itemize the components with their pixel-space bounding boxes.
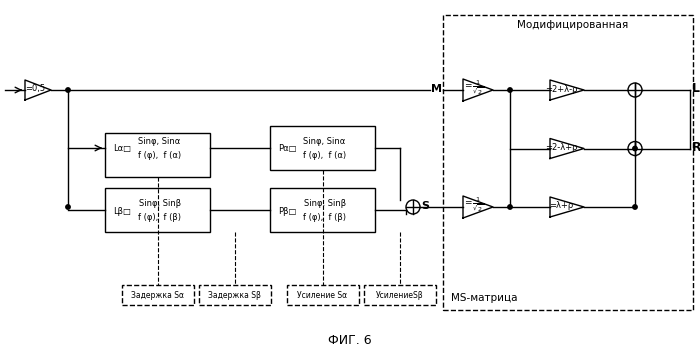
Text: Sinφ, Sinα: Sinφ, Sinα <box>139 137 181 145</box>
Circle shape <box>633 146 637 151</box>
Text: f (φ),  f (β): f (φ), f (β) <box>138 213 181 221</box>
Bar <box>105 188 210 232</box>
Circle shape <box>508 88 512 92</box>
Text: Sinφ, Sinα: Sinφ, Sinα <box>304 137 346 145</box>
Text: f (φ),  f (α): f (φ), f (α) <box>138 150 181 160</box>
Text: УсилениеSβ: УсилениеSβ <box>376 291 424 299</box>
Text: ФИГ. 6: ФИГ. 6 <box>328 334 372 347</box>
Circle shape <box>66 205 70 209</box>
Bar <box>105 133 210 177</box>
Text: Усиление Sα: Усиление Sα <box>298 291 348 299</box>
Circle shape <box>508 205 512 209</box>
Text: MS-матрица: MS-матрица <box>451 293 517 303</box>
Text: Lβ□: Lβ□ <box>113 207 131 215</box>
Text: Sinφ, Sinβ: Sinφ, Sinβ <box>139 198 181 208</box>
Bar <box>270 188 375 232</box>
Text: =λ+ρ: =λ+ρ <box>549 202 573 210</box>
Text: =2-λ+ρ: =2-λ+ρ <box>545 143 578 152</box>
Bar <box>122 285 193 305</box>
Text: $=\!\frac{1}{\sqrt{2}}$: $=\!\frac{1}{\sqrt{2}}$ <box>463 195 484 213</box>
Text: =2+λ-ρ: =2+λ-ρ <box>545 84 578 94</box>
Text: f (φ),  f (β): f (φ), f (β) <box>303 213 346 221</box>
Circle shape <box>633 205 637 209</box>
Text: Sinφ, Sinβ: Sinφ, Sinβ <box>304 198 346 208</box>
Text: Модифицированная: Модифицированная <box>517 20 629 30</box>
Bar <box>286 285 358 305</box>
Text: Pα□: Pα□ <box>278 144 297 154</box>
Text: Pβ□: Pβ□ <box>278 207 296 215</box>
Bar <box>270 126 375 170</box>
Text: L: L <box>692 83 700 96</box>
Text: S: S <box>421 201 429 211</box>
Bar <box>363 285 435 305</box>
Text: Задержка Sβ: Задержка Sβ <box>208 291 261 299</box>
Bar <box>199 285 270 305</box>
Text: Lα□: Lα□ <box>113 144 131 154</box>
Text: Задержка Sα: Задержка Sα <box>131 291 184 299</box>
Text: R: R <box>692 141 700 154</box>
Text: M: M <box>431 84 442 94</box>
Text: f (φ),  f (α): f (φ), f (α) <box>303 150 346 160</box>
Text: =0,5: =0,5 <box>25 84 45 94</box>
Bar <box>443 15 693 310</box>
Text: $=\!\frac{1}{\sqrt{2}}$: $=\!\frac{1}{\sqrt{2}}$ <box>463 78 484 96</box>
Circle shape <box>66 88 70 92</box>
